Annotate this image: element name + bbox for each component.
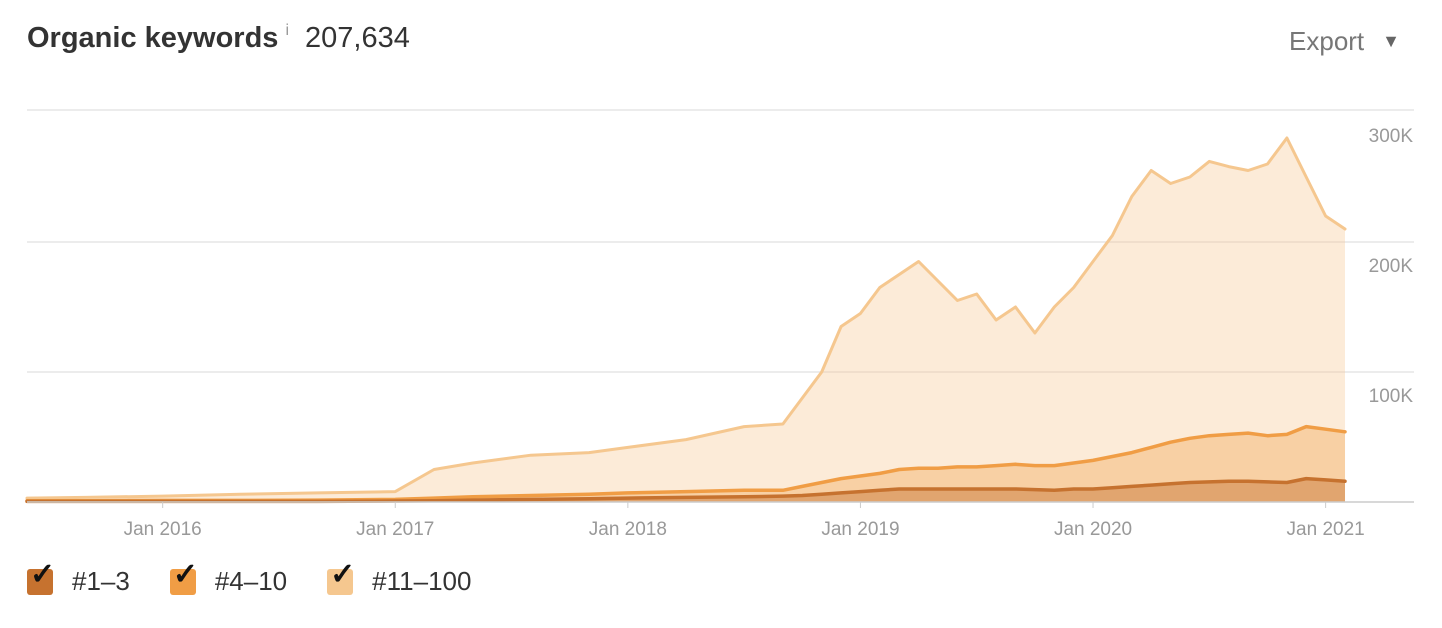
legend-label-s3: #11–100 [372,566,472,596]
x-tick-label: Jan 2019 [821,519,899,540]
x-tick-label: Jan 2017 [356,519,434,540]
y-tick-label: 200K [1369,256,1414,277]
legend-item-s3[interactable]: ✓ #11–100 [327,559,472,597]
legend-label-s2: #4–10 [214,566,288,596]
series-area-3 [26,138,1346,502]
x-tick-label: Jan 2020 [1054,519,1132,540]
chart-title: Organic keywords [27,22,279,54]
chart-header: Organic keywords i 207,634 [27,22,410,66]
series-area-2 [26,426,1346,502]
legend-item-s2[interactable]: ✓ #4–10 [169,559,288,597]
check-icon: ✓ [30,557,56,591]
legend-label-s1: #1–3 [72,566,130,596]
series-line-1 [25,476,1347,504]
series-line-3 [25,136,1347,500]
legend-checkbox-s1[interactable]: ✓ [27,559,55,595]
info-icon[interactable]: i [285,22,289,39]
keyword-count: 207,634 [305,22,410,54]
export-button[interactable]: Export ▼ [1289,26,1400,57]
export-label: Export [1289,26,1365,56]
check-icon: ✓ [172,557,198,591]
series-area-1 [26,478,1346,502]
x-tick-label: Jan 2018 [589,519,667,540]
check-icon: ✓ [330,557,356,591]
series-line-2 [25,424,1347,503]
legend-item-s1[interactable]: ✓ #1–3 [27,559,130,597]
legend-checkbox-s2[interactable]: ✓ [169,559,198,595]
x-tick-label: Jan 2016 [124,519,202,540]
y-tick-label: 300K [1369,126,1414,147]
y-tick-label: 100K [1369,386,1414,407]
x-tick-label: Jan 2021 [1287,519,1365,540]
legend-checkbox-s3[interactable]: ✓ [327,559,355,595]
caret-down-icon: ▼ [1382,31,1400,51]
legend: ✓ #1–3 ✓ #4–10 ✓ #11–100 [27,559,511,597]
